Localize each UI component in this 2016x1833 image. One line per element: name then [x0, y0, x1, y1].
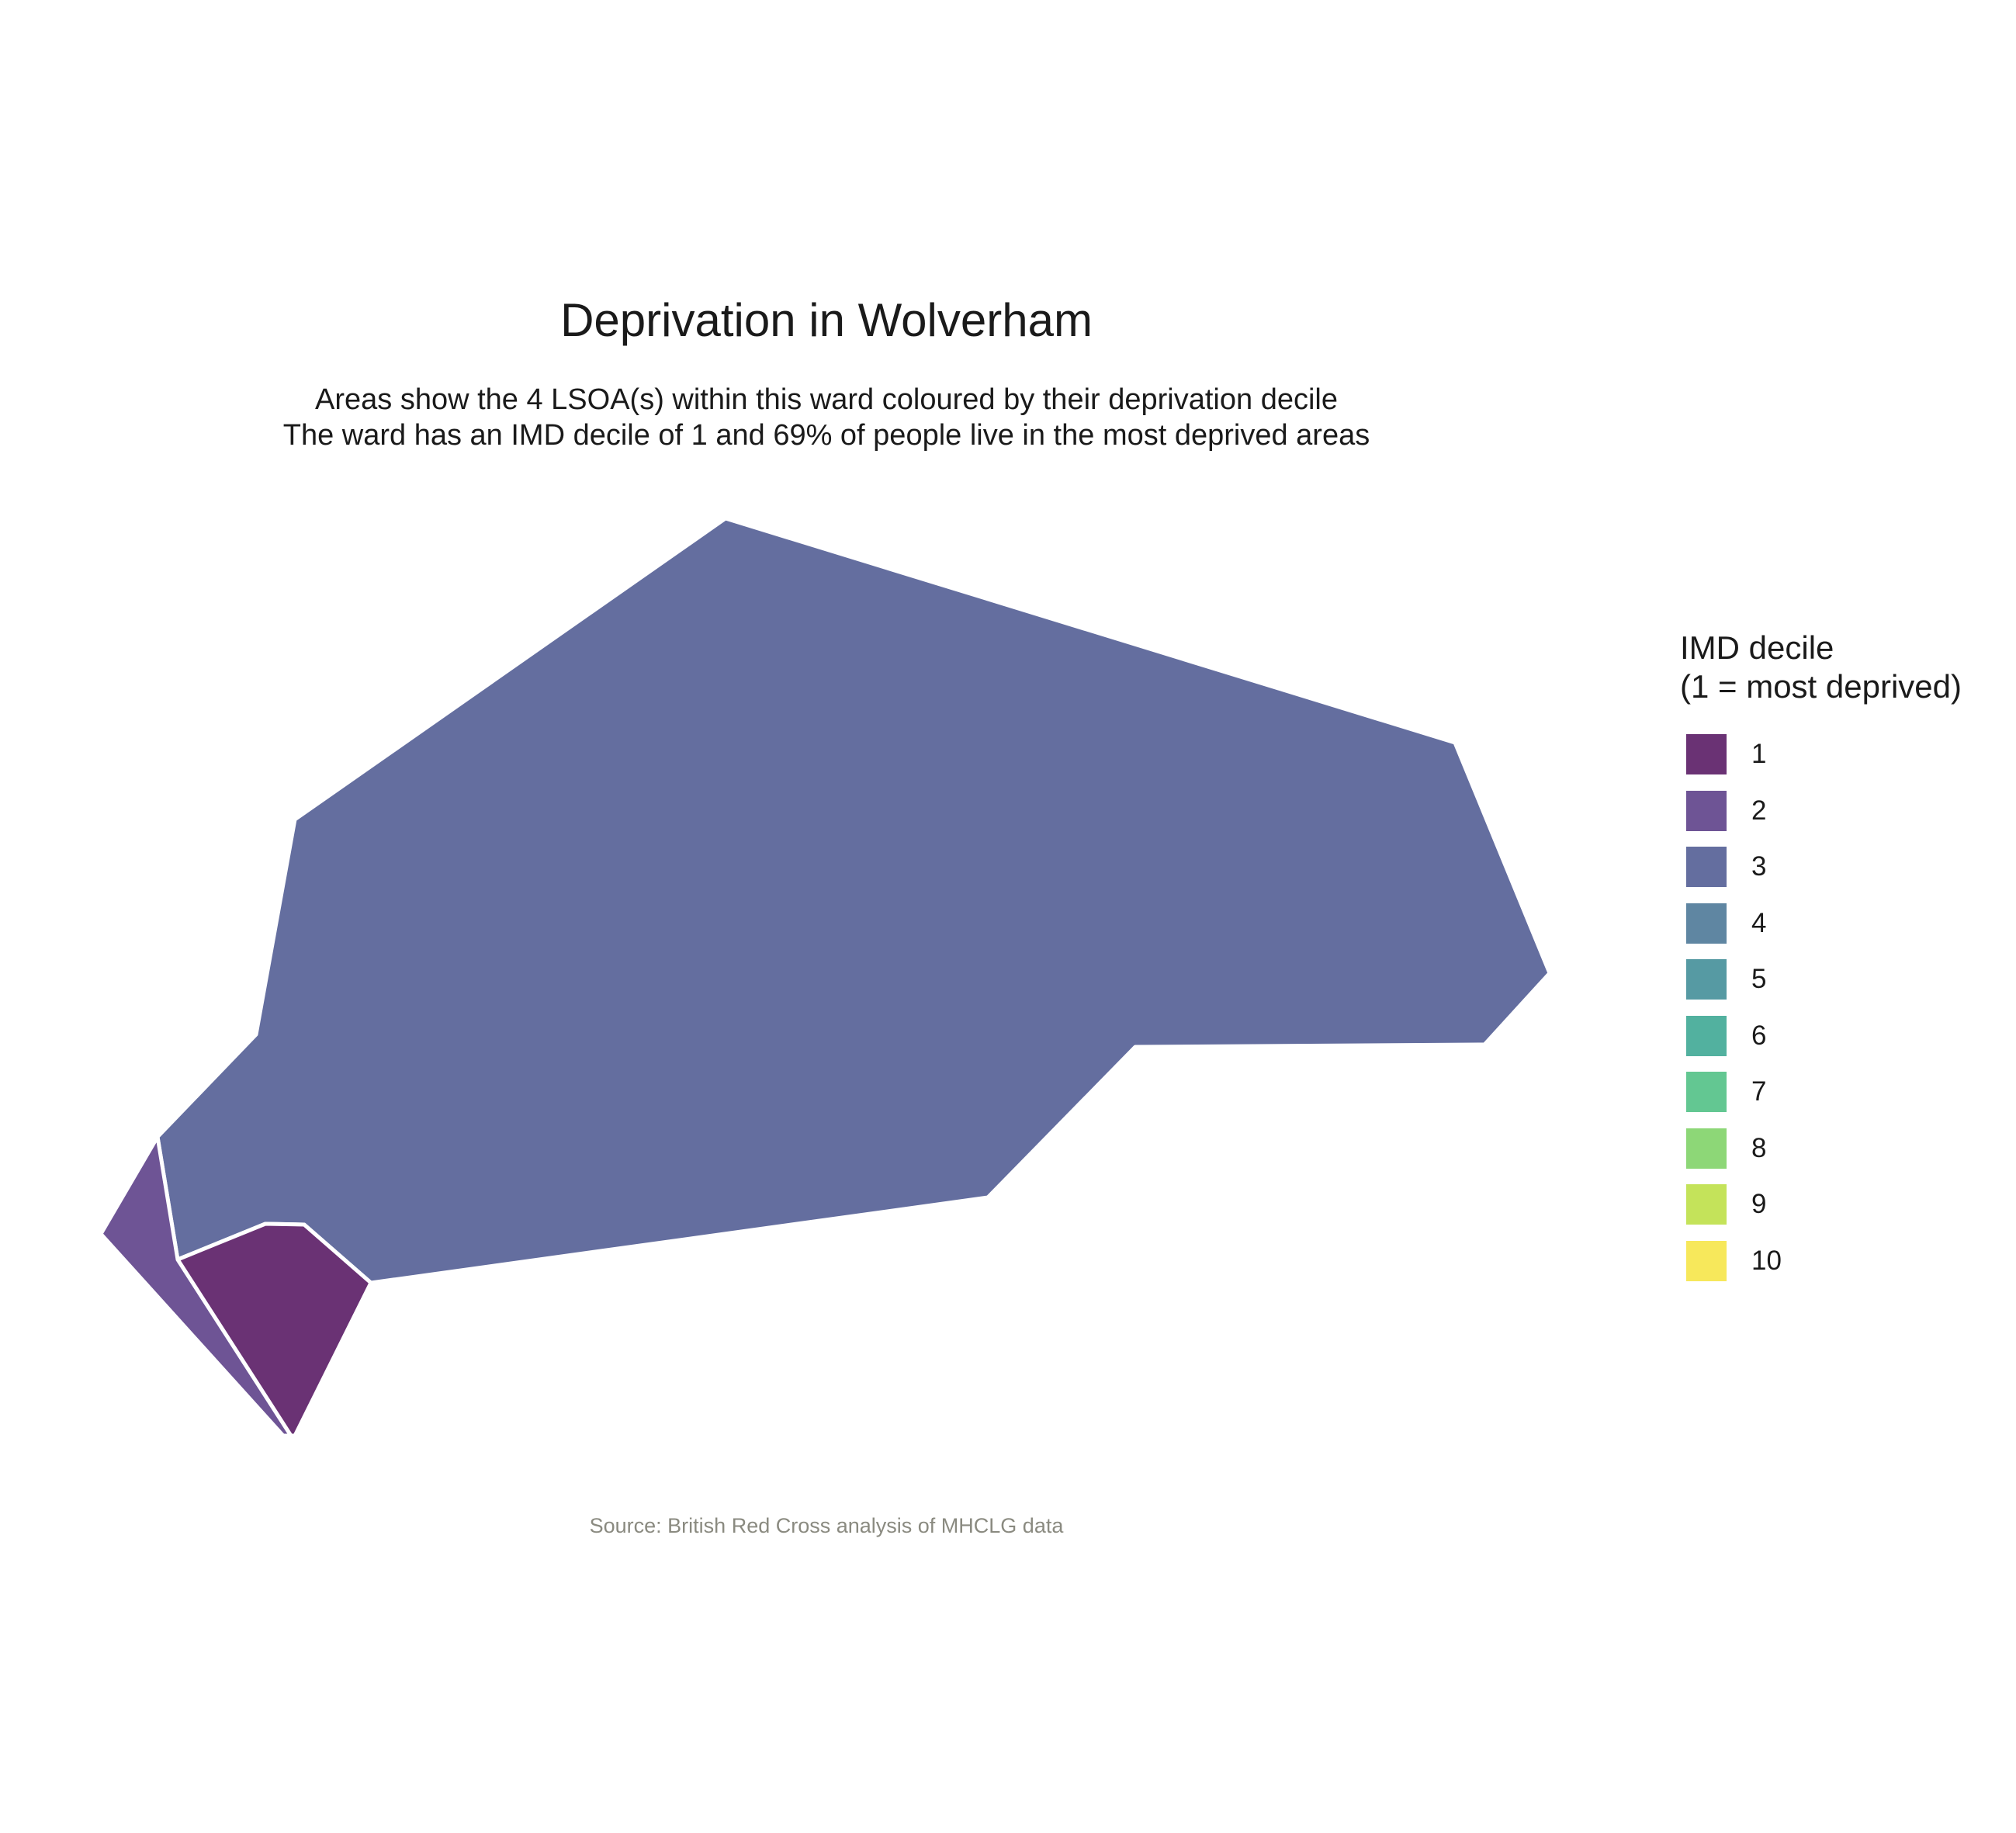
- legend-item-5: 5: [1680, 951, 2006, 1008]
- legend-label: 5: [1751, 964, 1767, 995]
- legend-label: 7: [1751, 1076, 1767, 1107]
- legend-swatch: [1686, 1015, 1727, 1056]
- legend-swatch: [1686, 959, 1727, 1000]
- lsoa-area-decile-1[interactable]: [175, 1221, 373, 1438]
- legend-swatch: [1686, 903, 1727, 944]
- map-subtitle-line2: The ward has an IMD decile of 1 and 69% …: [282, 419, 1370, 452]
- legend-swatch: [1686, 1128, 1727, 1169]
- legend-swatch: [1686, 1240, 1727, 1281]
- legend-swatch: [1686, 790, 1727, 831]
- legend-swatch: [1686, 734, 1727, 775]
- legend-label: 4: [1751, 907, 1767, 938]
- legend-label: 10: [1751, 1245, 1782, 1276]
- lsoa-area-decile-2[interactable]: [99, 1135, 293, 1438]
- legend-item-4: 4: [1680, 896, 2006, 952]
- legend-items: 1 2 3 4 5 6 7 8 9 10: [1680, 726, 2006, 1289]
- legend-swatch: [1686, 1184, 1727, 1225]
- legend-label: 2: [1751, 795, 1767, 826]
- legend-label: 9: [1751, 1189, 1767, 1220]
- legend-title-line2: (1 = most deprived): [1680, 668, 1962, 705]
- legend-item-8: 8: [1680, 1121, 2006, 1177]
- legend-item-1: 1: [1680, 726, 2006, 783]
- legend-label: 1: [1751, 739, 1767, 770]
- legend-item-2: 2: [1680, 783, 2006, 840]
- map-title: Deprivation in Wolverham: [560, 294, 1093, 346]
- legend-item-7: 7: [1680, 1064, 2006, 1121]
- map-subtitle-line1: Areas show the 4 LSOA(s) within this war…: [315, 383, 1338, 416]
- legend-label: 8: [1751, 1132, 1767, 1163]
- legend-item-3: 3: [1680, 839, 2006, 896]
- legend-swatch: [1686, 1072, 1727, 1113]
- legend-swatch: [1686, 847, 1727, 888]
- legend-label: 3: [1751, 851, 1767, 882]
- source-caption: Source: British Red Cross analysis of MH…: [589, 1514, 1064, 1537]
- legend-label: 6: [1751, 1020, 1767, 1051]
- legend: IMD decile (1 = most deprived) 1 2 3 4 5 6 7 8 9…: [1680, 629, 2006, 1289]
- legend-item-6: 6: [1680, 1008, 2006, 1065]
- legend-item-9: 9: [1680, 1176, 2006, 1233]
- lsoa-area-decile-3[interactable]: [155, 516, 1552, 1285]
- legend-title-line1: IMD decile: [1680, 629, 1834, 666]
- legend-item-10: 10: [1680, 1233, 2006, 1290]
